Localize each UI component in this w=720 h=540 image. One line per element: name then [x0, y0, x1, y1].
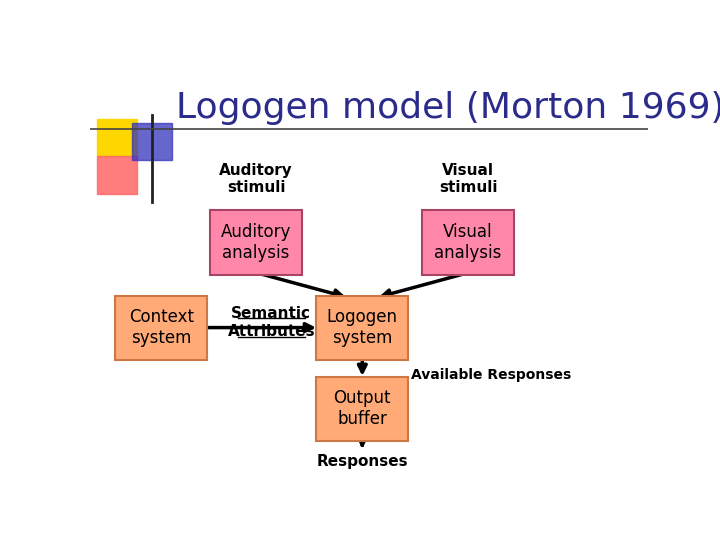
Bar [96, 119, 137, 156]
Text: Responses: Responses [317, 454, 408, 469]
Text: Available Responses: Available Responses [411, 368, 571, 382]
FancyBboxPatch shape [422, 210, 514, 275]
Text: Auditory
analysis: Auditory analysis [221, 223, 291, 262]
Text: Logogen
system: Logogen system [327, 308, 397, 347]
Text: Visual
analysis: Visual analysis [434, 223, 502, 262]
Text: Auditory
stimuli: Auditory stimuli [220, 163, 293, 195]
Text: Output
buffer: Output buffer [333, 389, 391, 428]
Text: Visual
stimuli: Visual stimuli [439, 163, 498, 195]
Bar [96, 156, 137, 194]
FancyBboxPatch shape [210, 210, 302, 275]
FancyBboxPatch shape [115, 295, 207, 360]
Bar [132, 123, 172, 160]
Text: Semantic: Semantic [231, 306, 311, 321]
FancyBboxPatch shape [316, 377, 408, 441]
Text: Logogen model (Morton 1969): Logogen model (Morton 1969) [176, 91, 720, 125]
FancyBboxPatch shape [316, 295, 408, 360]
Text: Attributes: Attributes [228, 325, 315, 340]
Text: Context
system: Context system [129, 308, 194, 347]
